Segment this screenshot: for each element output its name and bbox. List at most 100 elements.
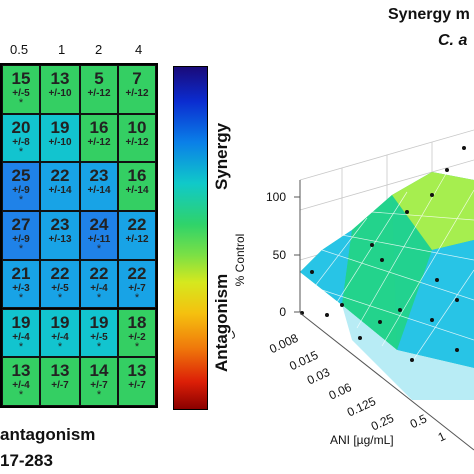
data-point: [430, 318, 434, 322]
cell-deviation: +/-7: [128, 380, 146, 392]
synergy-heatmap: 15 +/-5 * 13 +/-10 5 +/-12 7 +/-12 20 +/-8 * 19 +/-10…: [0, 63, 158, 408]
cell-value: 10: [127, 117, 147, 137]
data-point: [398, 308, 402, 312]
cell-value: 5: [94, 69, 104, 88]
cell-value: 23: [89, 166, 109, 186]
heatmap-cell: 27 +/-9 *: [2, 211, 40, 260]
significance-star-icon: *: [18, 243, 24, 256]
cell-deviation: +/-5: [12, 88, 30, 99]
significance-star-icon: *: [96, 340, 102, 353]
cell-value: 15: [11, 69, 31, 88]
heatmap-cell: 10 +/-12: [118, 113, 156, 163]
heatmap-cell: 25 +/-9 *: [2, 162, 40, 212]
cell-value: 22: [127, 215, 147, 235]
heatmap-cell: 16 +/-14: [118, 162, 156, 212]
heatmap-cell: 22 +/-4 *: [80, 259, 118, 309]
cell-value: 22: [127, 263, 147, 283]
colorbar: [173, 66, 208, 410]
data-point: [310, 270, 314, 274]
cell-value: 21: [11, 263, 31, 283]
cell-value: 19: [50, 117, 70, 137]
cell-value: 13: [127, 361, 147, 381]
cell-deviation: +/-12: [125, 234, 149, 246]
x-tick-label: 0.008: [267, 331, 300, 357]
surface-patch: [300, 230, 352, 305]
z-axis-label: % Control: [233, 234, 247, 287]
cell-value: 13: [50, 361, 70, 381]
significance-star-icon: *: [96, 389, 102, 402]
cell-deviation: +/-5: [51, 282, 69, 294]
heatmap-cell: 18 +/-2 *: [118, 308, 156, 358]
data-point: [380, 258, 384, 262]
data-point: [325, 313, 329, 317]
z-axis: 0 50 100 % Control: [233, 180, 301, 319]
significance-star-icon: *: [57, 291, 63, 304]
mesh-lines: [306, 171, 474, 363]
surface-patch: [397, 240, 474, 368]
data-point: [462, 146, 466, 150]
cell-deviation: +/-2: [128, 331, 146, 343]
significance-star-icon: *: [134, 340, 140, 353]
surface-patch: [342, 305, 474, 400]
cell-value: 25: [11, 166, 31, 186]
antagonism-label: Antagonism: [212, 273, 231, 372]
cell-deviation: +/-8: [12, 136, 30, 148]
x-tick-label: 0.125: [345, 394, 378, 420]
data-point: [358, 336, 362, 340]
significance-star-icon: *: [18, 97, 24, 109]
cell-deviation: +/-14: [48, 185, 72, 197]
cell-deviation: +/-4: [51, 331, 69, 343]
significance-star-icon: *: [96, 291, 102, 304]
cell-deviation: +/-9: [12, 185, 30, 197]
cell-deviation: +/-7: [51, 380, 69, 392]
data-point: [378, 320, 382, 324]
cell-value: 24: [89, 215, 109, 235]
data-point: [430, 193, 434, 197]
x-tick-label: 1: [436, 429, 448, 445]
heatmap-cell: 19 +/-10: [40, 113, 80, 163]
footer-line1: antagonism: [0, 425, 96, 444]
heatmap-cell: 23 +/-14: [80, 162, 118, 212]
cell-value: 7: [132, 69, 142, 88]
column-header: 4: [135, 42, 143, 57]
data-point: [445, 168, 449, 172]
cell-value: 20: [11, 117, 31, 137]
cell-value: 19: [50, 312, 70, 332]
heatmap-cell: 13 +/-10: [40, 65, 80, 114]
z-tick-label: 50: [273, 248, 287, 262]
heatmap-cell: 22 +/-14: [40, 162, 80, 212]
cell-value: 19: [89, 312, 109, 332]
x-tick-label: 0.25: [369, 411, 396, 434]
significance-star-icon: *: [57, 340, 63, 353]
cell-value: 22: [50, 166, 70, 186]
cell-deviation: +/-7: [90, 380, 108, 392]
column-header: 1: [58, 42, 66, 57]
cell-deviation: +/-12: [87, 88, 111, 99]
chart-title-line1: Synergy m: [388, 6, 470, 23]
synergy-label: Synergy: [212, 122, 231, 190]
cell-deviation: +/-11: [87, 234, 111, 246]
data-point: [405, 210, 409, 214]
cell-deviation: +/-12: [125, 136, 149, 148]
cell-deviation: +/-3: [12, 282, 30, 294]
heatmap-cell: 15 +/-5 *: [2, 65, 40, 114]
cell-deviation: +/-10: [48, 88, 72, 99]
heatmap-cell: 19 +/-4 *: [40, 308, 80, 358]
cell-value: 22: [89, 263, 109, 283]
x-axis-label: ANI [µg/mL]: [330, 433, 394, 447]
heatmap-cell: 24 +/-11 *: [80, 211, 118, 260]
significance-star-icon: *: [18, 194, 24, 207]
data-point: [370, 243, 374, 247]
heatmap-cell: 21 +/-3 *: [2, 259, 40, 309]
footer-line2: 17-283: [0, 451, 53, 470]
heatmap-cell: 22 +/-5 *: [40, 259, 80, 309]
x-tick-label: 0.03: [305, 365, 332, 388]
heatmap-cell: 22 +/-7 *: [118, 259, 156, 309]
cell-deviation: +/-12: [87, 136, 111, 148]
heatmap-cell: 19 +/-5 *: [80, 308, 118, 358]
heatmap-cell: 5 +/-12: [80, 65, 118, 114]
heatmap-cell: 14 +/-7 *: [80, 357, 118, 406]
surface-plot: 0 50 100 % Control 0 0.008 0.015 0.03 0.…: [232, 129, 474, 451]
cell-deviation: +/-4: [12, 331, 30, 343]
heatmap-cell: 19 +/-4 *: [2, 308, 40, 358]
